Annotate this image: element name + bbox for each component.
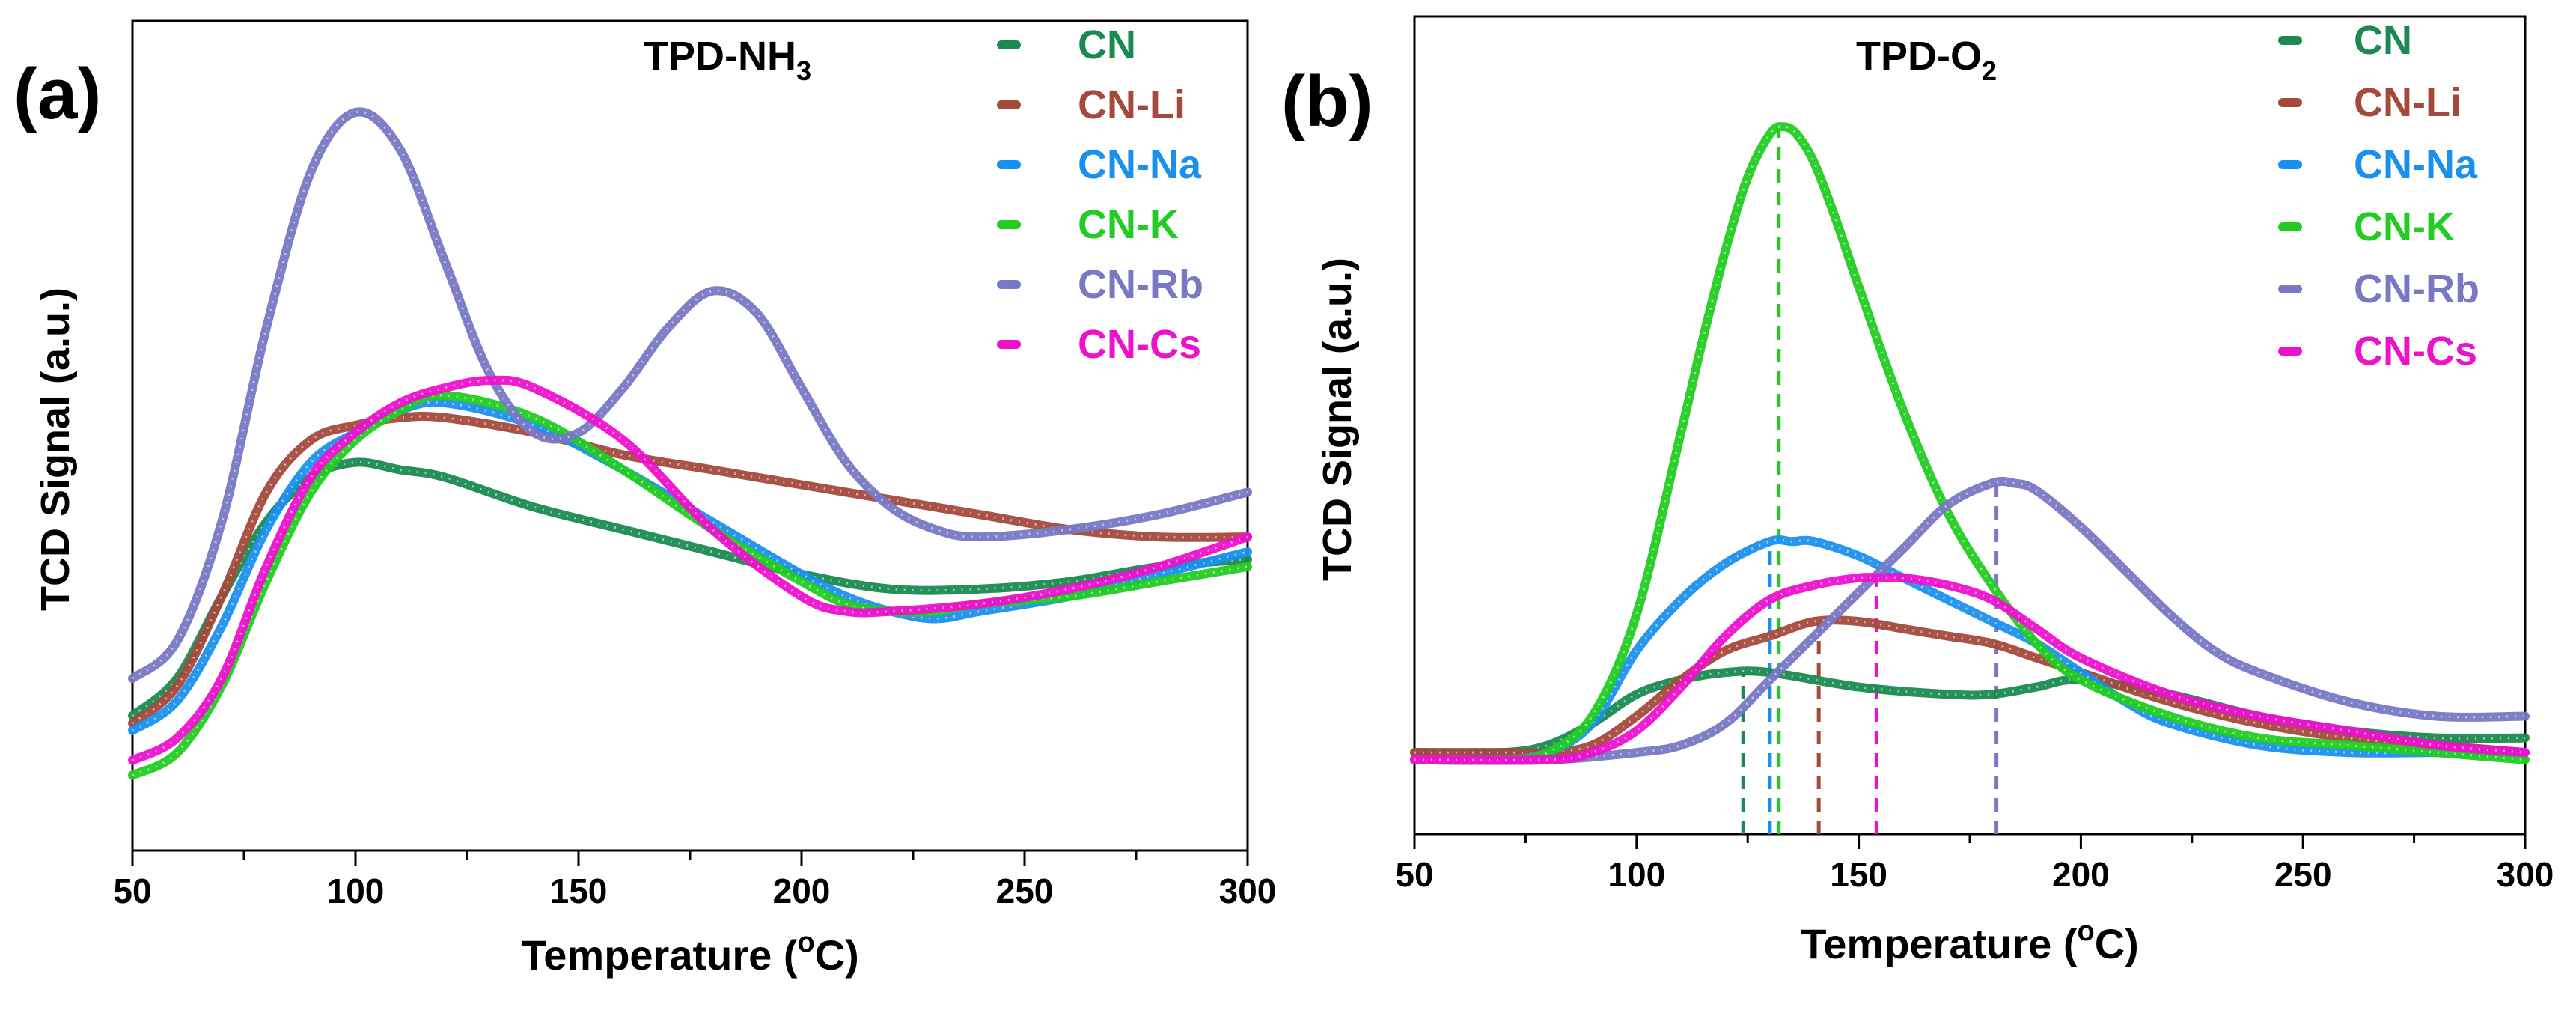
panel-b-y-axis-title: TCD Signal (a.u.) [1315,258,1360,581]
panel-b-x-axis: 50 100 150 200 250 300 [1395,834,2554,894]
panel-b-peak-markers [1741,129,1999,834]
panel-b-series-cn-li-markers [1414,618,2526,755]
panel-b-legend: CN CN-Li CN-Na CN-K CN-Rb CN-Cs [2278,18,2479,374]
panel-b-x-tick-label: 250 [2274,855,2332,894]
panel-b-label: (b) [1281,61,1373,142]
panel-a-series-cn-li [128,412,1252,728]
panel-b: (b) 50 100 150 200 250 300 TPD-O2 CN CN-Li CN-N… [1281,15,2554,967]
panel-a-series-cn [128,457,1252,720]
panel-b-legend-label-cn-na: CN-Na [2354,142,2478,187]
panel-a-x-tick-label: 150 [550,871,608,910]
panel-a-legend-label-cn-k: CN-K [1078,202,1179,247]
panel-a-x-axis: 50 100 150 200 250 300 [113,851,1276,910]
panel-b-title: TPD-O2 [1856,34,1997,86]
panel-a-legend-label-cn-rb: CN-Rb [1078,262,1203,307]
panel-b-x-tick-label: 50 [1395,855,1433,894]
panel-a-title: TPD-NH3 [644,34,811,86]
panel-b-legend-label-cn-rb: CN-Rb [2354,267,2479,311]
panel-a-legend-label-cn: CN [1078,22,1136,67]
panel-a-x-tick-label: 100 [327,871,385,910]
panel-b-legend-label-cn: CN [2354,18,2412,63]
panel-a-x-axis-title: Temperature (oC) [521,927,859,979]
panel-b-legend-label-cn-li: CN-Li [2354,80,2461,125]
panel-b-series-cn-rb-markers [1414,480,2526,762]
panel-b-series-cn-rb [1410,476,2530,765]
panel-b-legend-label-cn-k: CN-K [2354,204,2455,249]
panel-a-legend-label-cn-cs: CN-Cs [1078,322,1201,367]
panel-a-series [128,107,1252,780]
panel-a-legend-label-cn-na: CN-Na [1078,142,1202,187]
panel-b-x-tick-label: 100 [1608,855,1665,894]
panel-b-series-cn-k-markers [1414,125,2526,762]
panel-b-x-tick-label: 150 [1830,855,1887,894]
panel-a-legend-label-cn-li: CN-Li [1078,82,1185,127]
panel-a-legend: CN CN-Li CN-Na CN-K CN-Rb CN-Cs [997,22,1203,367]
panel-a-series-cn-na-markers [132,401,1248,732]
panel-b-legend-label-cn-cs: CN-Cs [2354,329,2477,374]
panel-b-plot-frame [1413,15,2527,836]
panel-b-x-tick-label: 200 [2052,855,2110,894]
panel-a: (a) 50 100 150 200 250 300 TPD-NH3 CN CN-Li CN-… [13,19,1276,979]
panel-b-x-tick-label: 300 [2497,855,2554,894]
panel-b-x-axis-title: Temperature (oC) [1801,916,2139,967]
panel-a-x-tick-label: 250 [996,871,1054,910]
panel-a-x-tick-label: 200 [773,871,831,910]
panel-a-series-cn-rb-markers [132,110,1248,680]
panel-a-x-tick-label: 50 [113,871,151,910]
panel-a-series-cn-cs [128,375,1252,765]
panel-a-x-tick-label: 300 [1219,871,1277,910]
panel-a-series-cn-cs-markers [132,379,1248,761]
panel-b-series [1410,122,2530,765]
panel-a-label: (a) [13,54,101,134]
panel-b-series-cn-cs-markers [1414,576,2526,762]
panel-a-y-axis-title: TCD Signal (a.u.) [33,288,78,611]
